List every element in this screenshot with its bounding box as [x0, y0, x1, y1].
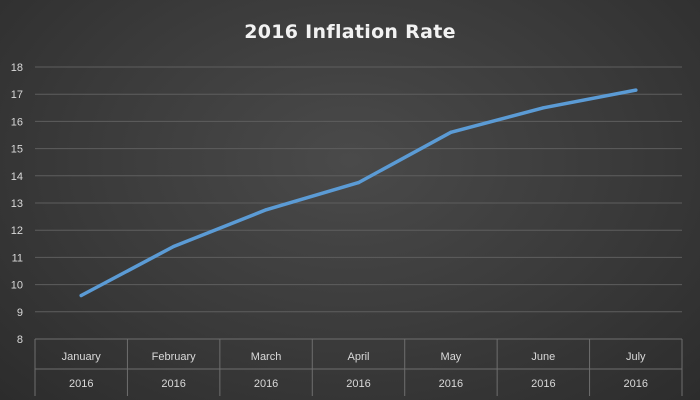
gridlines [35, 66, 682, 313]
data-point [449, 130, 453, 134]
y-axis: 8 9 10 11 12 13 14 15 16 17 18 [11, 62, 23, 346]
y-tick-label: 12 [11, 225, 23, 237]
x-category-label: January [62, 351, 102, 363]
y-tick-label: 16 [11, 116, 23, 128]
y-tick-label: 8 [17, 334, 23, 346]
x-category-label: March [251, 351, 282, 363]
x-category-year-label: 2016 [346, 378, 370, 390]
y-tick-label: 17 [11, 89, 23, 101]
data-point [541, 106, 545, 110]
data-point [634, 88, 638, 92]
x-category-year-label: 2016 [439, 378, 463, 390]
x-category-label: May [441, 351, 462, 363]
series-layer [79, 88, 638, 298]
x-axis-category-table: January 2016 February 2016 March 2016 April 201… [34, 338, 683, 396]
y-tick-label: 10 [11, 280, 23, 292]
y-tick-label: 14 [11, 171, 23, 183]
x-category-label: February [152, 351, 197, 363]
x-category-label: June [531, 351, 555, 363]
chart-title: 2016 Inflation Rate [244, 21, 456, 43]
data-point [264, 208, 268, 212]
y-tick-label: 18 [11, 62, 23, 74]
x-category-label: July [626, 351, 646, 363]
y-tick-label: 15 [11, 144, 23, 156]
data-point [356, 181, 361, 185]
data-point [79, 293, 83, 298]
x-category-year-label: 2016 [161, 378, 185, 390]
x-category-label: April [347, 351, 369, 363]
y-tick-label: 9 [17, 307, 23, 319]
y-tick-label: 11 [12, 252, 23, 264]
x-category-year-label: 2016 [531, 378, 555, 390]
data-point [172, 244, 176, 249]
x-category-year-label: 2016 [624, 378, 648, 390]
x-category-year-label: 2016 [69, 378, 93, 390]
y-tick-label: 13 [11, 198, 23, 210]
x-category-year-label: 2016 [254, 378, 278, 390]
